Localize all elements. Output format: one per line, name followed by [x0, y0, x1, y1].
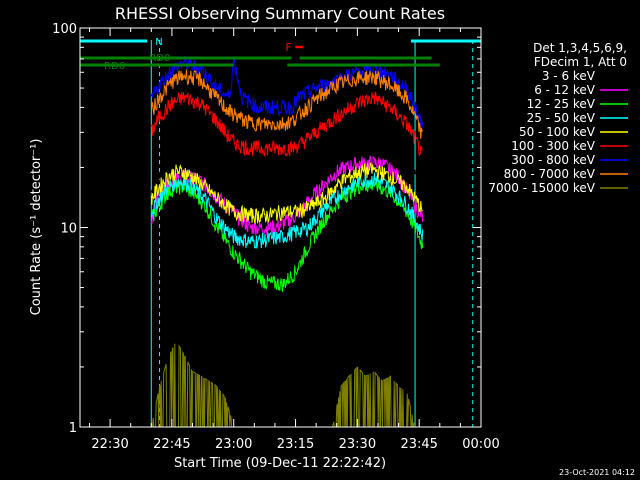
flag-label-rd0: RD0	[149, 53, 170, 64]
y-tick-label: 10	[60, 222, 77, 237]
series-line	[150, 162, 423, 226]
series-line	[150, 90, 423, 157]
flag-label-rd6: RD6	[104, 61, 125, 72]
x-tick-label: 22:45	[153, 437, 190, 452]
legend-label: 300 - 800 keV	[511, 153, 595, 167]
x-tick-label: 22:30	[91, 437, 128, 452]
y-tick-label: 1	[69, 421, 77, 436]
legend-header-line-2: FDecim 1, Att 0	[534, 55, 627, 69]
axis-ticks: 22:30 22:45 23:00 23:15 23:30 23:45 00:00 1 10 10…	[52, 22, 500, 452]
series-line	[150, 55, 424, 129]
legend-label: 6 - 12 keV	[534, 83, 596, 97]
x-tick-label: 23:45	[400, 437, 437, 452]
legend-label: 25 - 50 keV	[527, 111, 596, 125]
x-tick-label: 23:30	[339, 437, 376, 452]
series-line	[150, 69, 424, 139]
timestamp: 23-Oct-2021 04:12	[559, 468, 635, 477]
flag-label-f: F	[285, 41, 291, 54]
chart-title: RHESSI Observing Summary Count Rates	[115, 4, 445, 23]
series-line	[151, 177, 424, 292]
y-tick-label: 100	[52, 22, 77, 37]
legend-label: 100 - 300 keV	[511, 139, 595, 153]
x-tick-label: 00:00	[462, 437, 499, 452]
legend-label: 3 - 6 keV	[542, 69, 596, 83]
legend-label: 12 - 25 keV	[527, 97, 596, 111]
y-axis-label: Count Rate (s⁻¹ detector⁻¹)	[29, 139, 44, 316]
x-axis-label: Start Time (09-Dec-11 22:22:42)	[174, 456, 386, 471]
flag-label-n: N	[155, 37, 162, 48]
plot-area: N RD0 RD6 F	[80, 37, 481, 428]
x-tick-label: 23:15	[277, 437, 314, 452]
legend-label: 7000 - 15000 keV	[488, 181, 595, 195]
legend-header-line-1: Det 1,3,4,5,6,9,	[533, 41, 627, 55]
series-line	[151, 343, 416, 428]
x-tick-label: 23:00	[215, 437, 252, 452]
legend-label: 50 - 100 keV	[519, 125, 596, 139]
series-line	[150, 123, 424, 206]
legend-label: 800 - 7000 keV	[504, 167, 596, 181]
